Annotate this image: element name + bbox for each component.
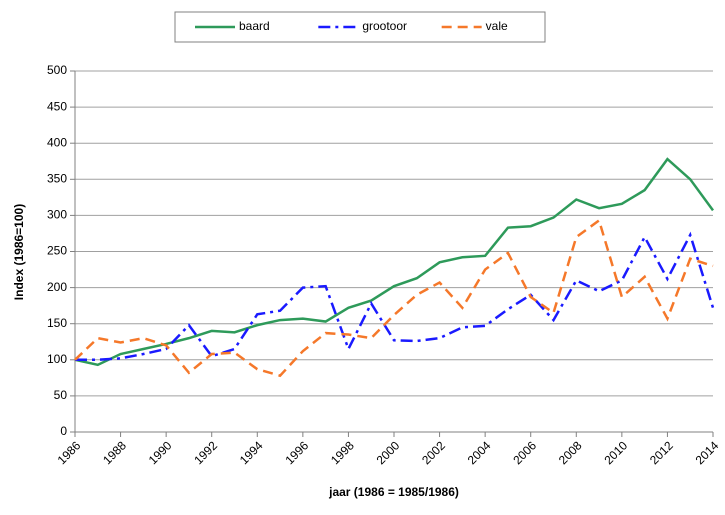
- y-tick-label: 450: [47, 99, 67, 113]
- x-tick-label: 2008: [556, 438, 585, 467]
- data-line: [74, 218, 714, 378]
- x-tick-label: 2000: [374, 438, 403, 467]
- y-tick-label: 300: [47, 208, 67, 222]
- y-tick-label: 100: [47, 352, 67, 366]
- data-line: [75, 231, 715, 362]
- y-tick-label: 200: [47, 280, 67, 294]
- y-tick-label: 0: [60, 424, 67, 438]
- legend-box: [174, 11, 546, 43]
- x-tick-label: 1998: [328, 438, 357, 467]
- legend-label: vale: [486, 19, 508, 33]
- x-axis-title: jaar (1986 = 1985/1986): [328, 485, 459, 499]
- x-tick-label: 2010: [601, 438, 630, 467]
- y-tick-label: 50: [54, 388, 68, 402]
- x-tick-label: 1992: [191, 438, 220, 467]
- x-tick-label: 1990: [146, 438, 175, 467]
- legend-label: baard: [239, 19, 270, 33]
- x-tick-label: 2014: [693, 438, 722, 467]
- y-tick-label: 350: [47, 171, 67, 185]
- data-line: [74, 157, 715, 367]
- y-axis-title: Index (1986=100): [12, 204, 26, 300]
- x-tick-label: 1988: [100, 438, 129, 467]
- x-tick-label: 1996: [282, 438, 311, 467]
- x-tick-label: 1986: [55, 438, 84, 467]
- x-tick-label: 1994: [237, 438, 266, 467]
- x-tick-label: 2004: [465, 438, 494, 467]
- y-tick-label: 500: [47, 63, 67, 77]
- x-tick-label: 2002: [419, 438, 448, 467]
- x-tick-label: 2012: [647, 438, 676, 467]
- y-tick-label: 400: [47, 135, 67, 149]
- legend-label: grootoor: [362, 19, 407, 33]
- x-tick-label: 2006: [510, 438, 539, 467]
- y-tick-label: 150: [47, 316, 67, 330]
- y-tick-label: 250: [47, 244, 67, 258]
